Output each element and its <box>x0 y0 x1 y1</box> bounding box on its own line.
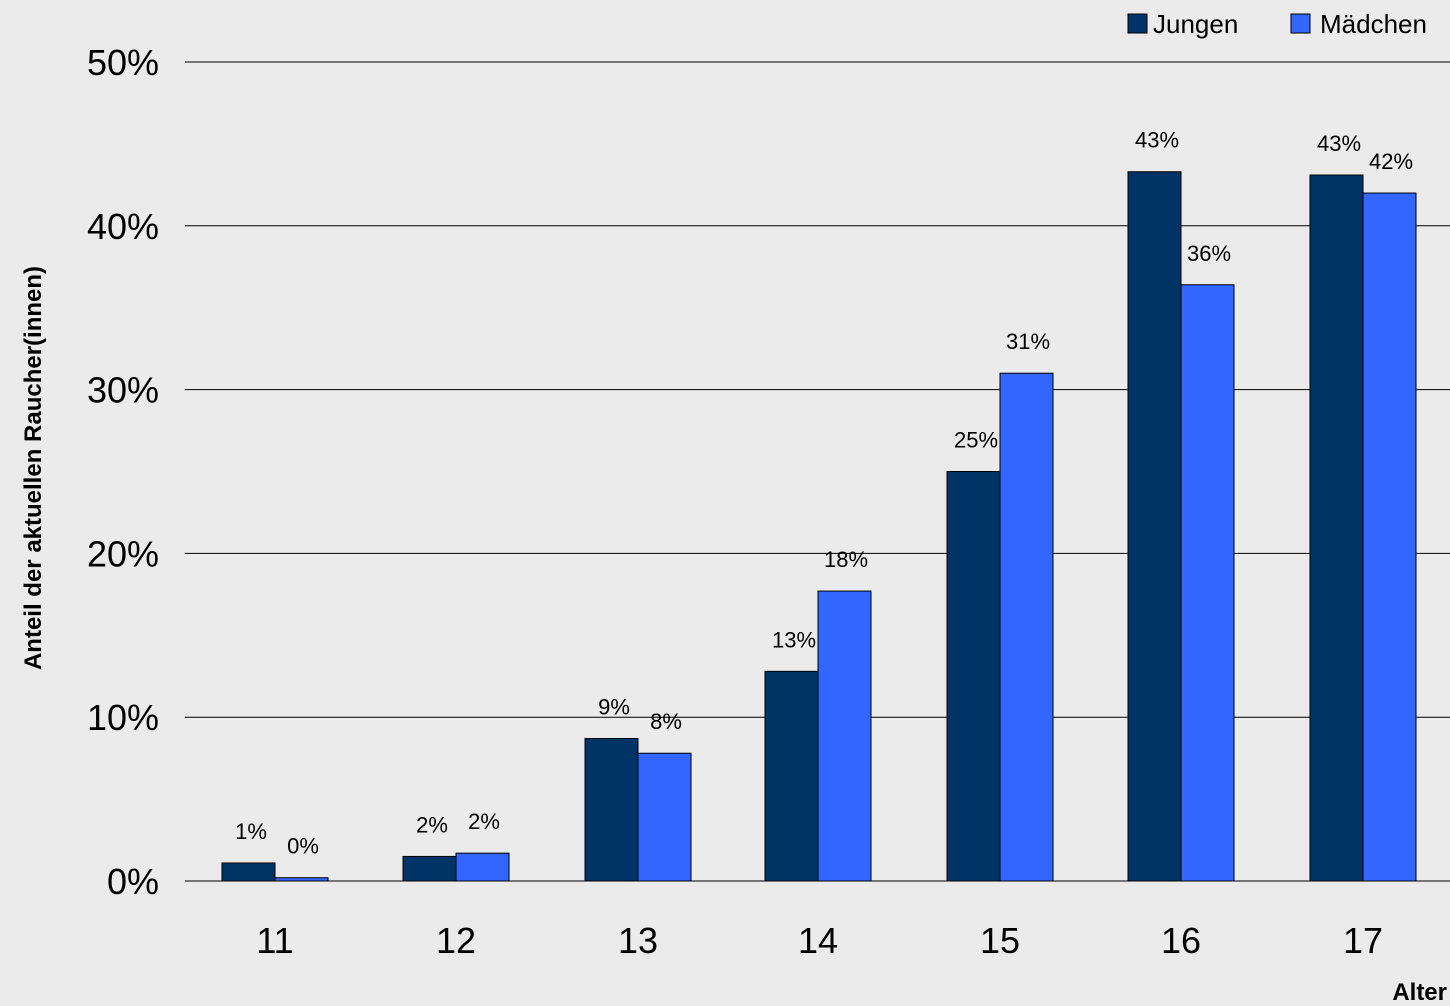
x-tick-label: 14 <box>798 920 838 961</box>
y-tick-label: 0% <box>107 861 159 902</box>
legend: Jungen Mädchen <box>1127 9 1427 39</box>
bar-maedchen-11 <box>274 877 329 882</box>
data-label-maedchen-11: 0% <box>287 834 319 859</box>
x-tick-label: 16 <box>1161 920 1201 961</box>
data-label-maedchen-13: 8% <box>650 709 682 734</box>
bar-jungen-15 <box>946 471 1001 882</box>
gridlines <box>185 61 1450 882</box>
data-label-maedchen-15: 31% <box>1006 329 1050 354</box>
bar-maedchen-12 <box>455 852 510 882</box>
y-axis-title: Anteil der aktuellen Raucher(innen) <box>20 266 47 670</box>
data-label-jungen-15: 25% <box>954 428 998 453</box>
y-tick-label: 10% <box>87 697 159 738</box>
x-tick-label: 17 <box>1343 920 1383 961</box>
data-labels: 1% 0% 2% 2% 9% 8% 13% 18% 25% 31% 43% 36% 43% 42% <box>235 128 1413 859</box>
data-label-jungen-17: 43% <box>1317 131 1361 156</box>
x-axis-ticks: 11 12 13 14 15 16 17 <box>256 920 1383 961</box>
bar-jungen-16 <box>1127 171 1182 882</box>
bar-maedchen-14 <box>817 590 872 882</box>
data-label-maedchen-16: 36% <box>1187 241 1231 266</box>
data-label-jungen-12: 2% <box>416 812 448 837</box>
x-tick-label: 15 <box>980 920 1020 961</box>
bar-jungen-12 <box>402 855 457 882</box>
x-tick-label: 13 <box>618 920 658 961</box>
data-label-jungen-11: 1% <box>235 819 267 844</box>
legend-label-maedchen: Mädchen <box>1320 9 1427 39</box>
legend-swatch-jungen <box>1127 13 1148 34</box>
data-label-jungen-16: 43% <box>1135 128 1179 153</box>
bar-jungen-13 <box>584 737 639 882</box>
y-axis-ticks: 0% 10% 20% 30% 40% 50% <box>87 42 159 902</box>
y-tick-label: 50% <box>87 42 159 83</box>
bar-jungen-11 <box>221 862 276 882</box>
bar-maedchen-13 <box>637 752 692 882</box>
bar-jungen-17 <box>1309 174 1364 882</box>
bar-jungen-14 <box>764 670 819 882</box>
bars <box>221 171 1417 882</box>
x-tick-label: 11 <box>256 920 293 961</box>
bar-maedchen-17 <box>1362 192 1417 882</box>
data-label-maedchen-17: 42% <box>1369 149 1413 174</box>
data-label-maedchen-12: 2% <box>468 809 500 834</box>
bar-maedchen-15 <box>999 372 1054 882</box>
y-tick-label: 40% <box>87 206 159 247</box>
x-tick-label: 12 <box>436 920 476 961</box>
bar-maedchen-16 <box>1180 284 1235 882</box>
y-tick-label: 20% <box>87 533 159 574</box>
legend-swatch-maedchen <box>1290 13 1311 34</box>
data-label-maedchen-14: 18% <box>824 547 868 572</box>
data-label-jungen-13: 9% <box>598 694 630 719</box>
y-tick-label: 30% <box>87 370 159 411</box>
legend-label-jungen: Jungen <box>1153 9 1238 39</box>
x-axis-title: Alter <box>1392 979 1447 1006</box>
data-label-jungen-14: 13% <box>772 627 816 652</box>
